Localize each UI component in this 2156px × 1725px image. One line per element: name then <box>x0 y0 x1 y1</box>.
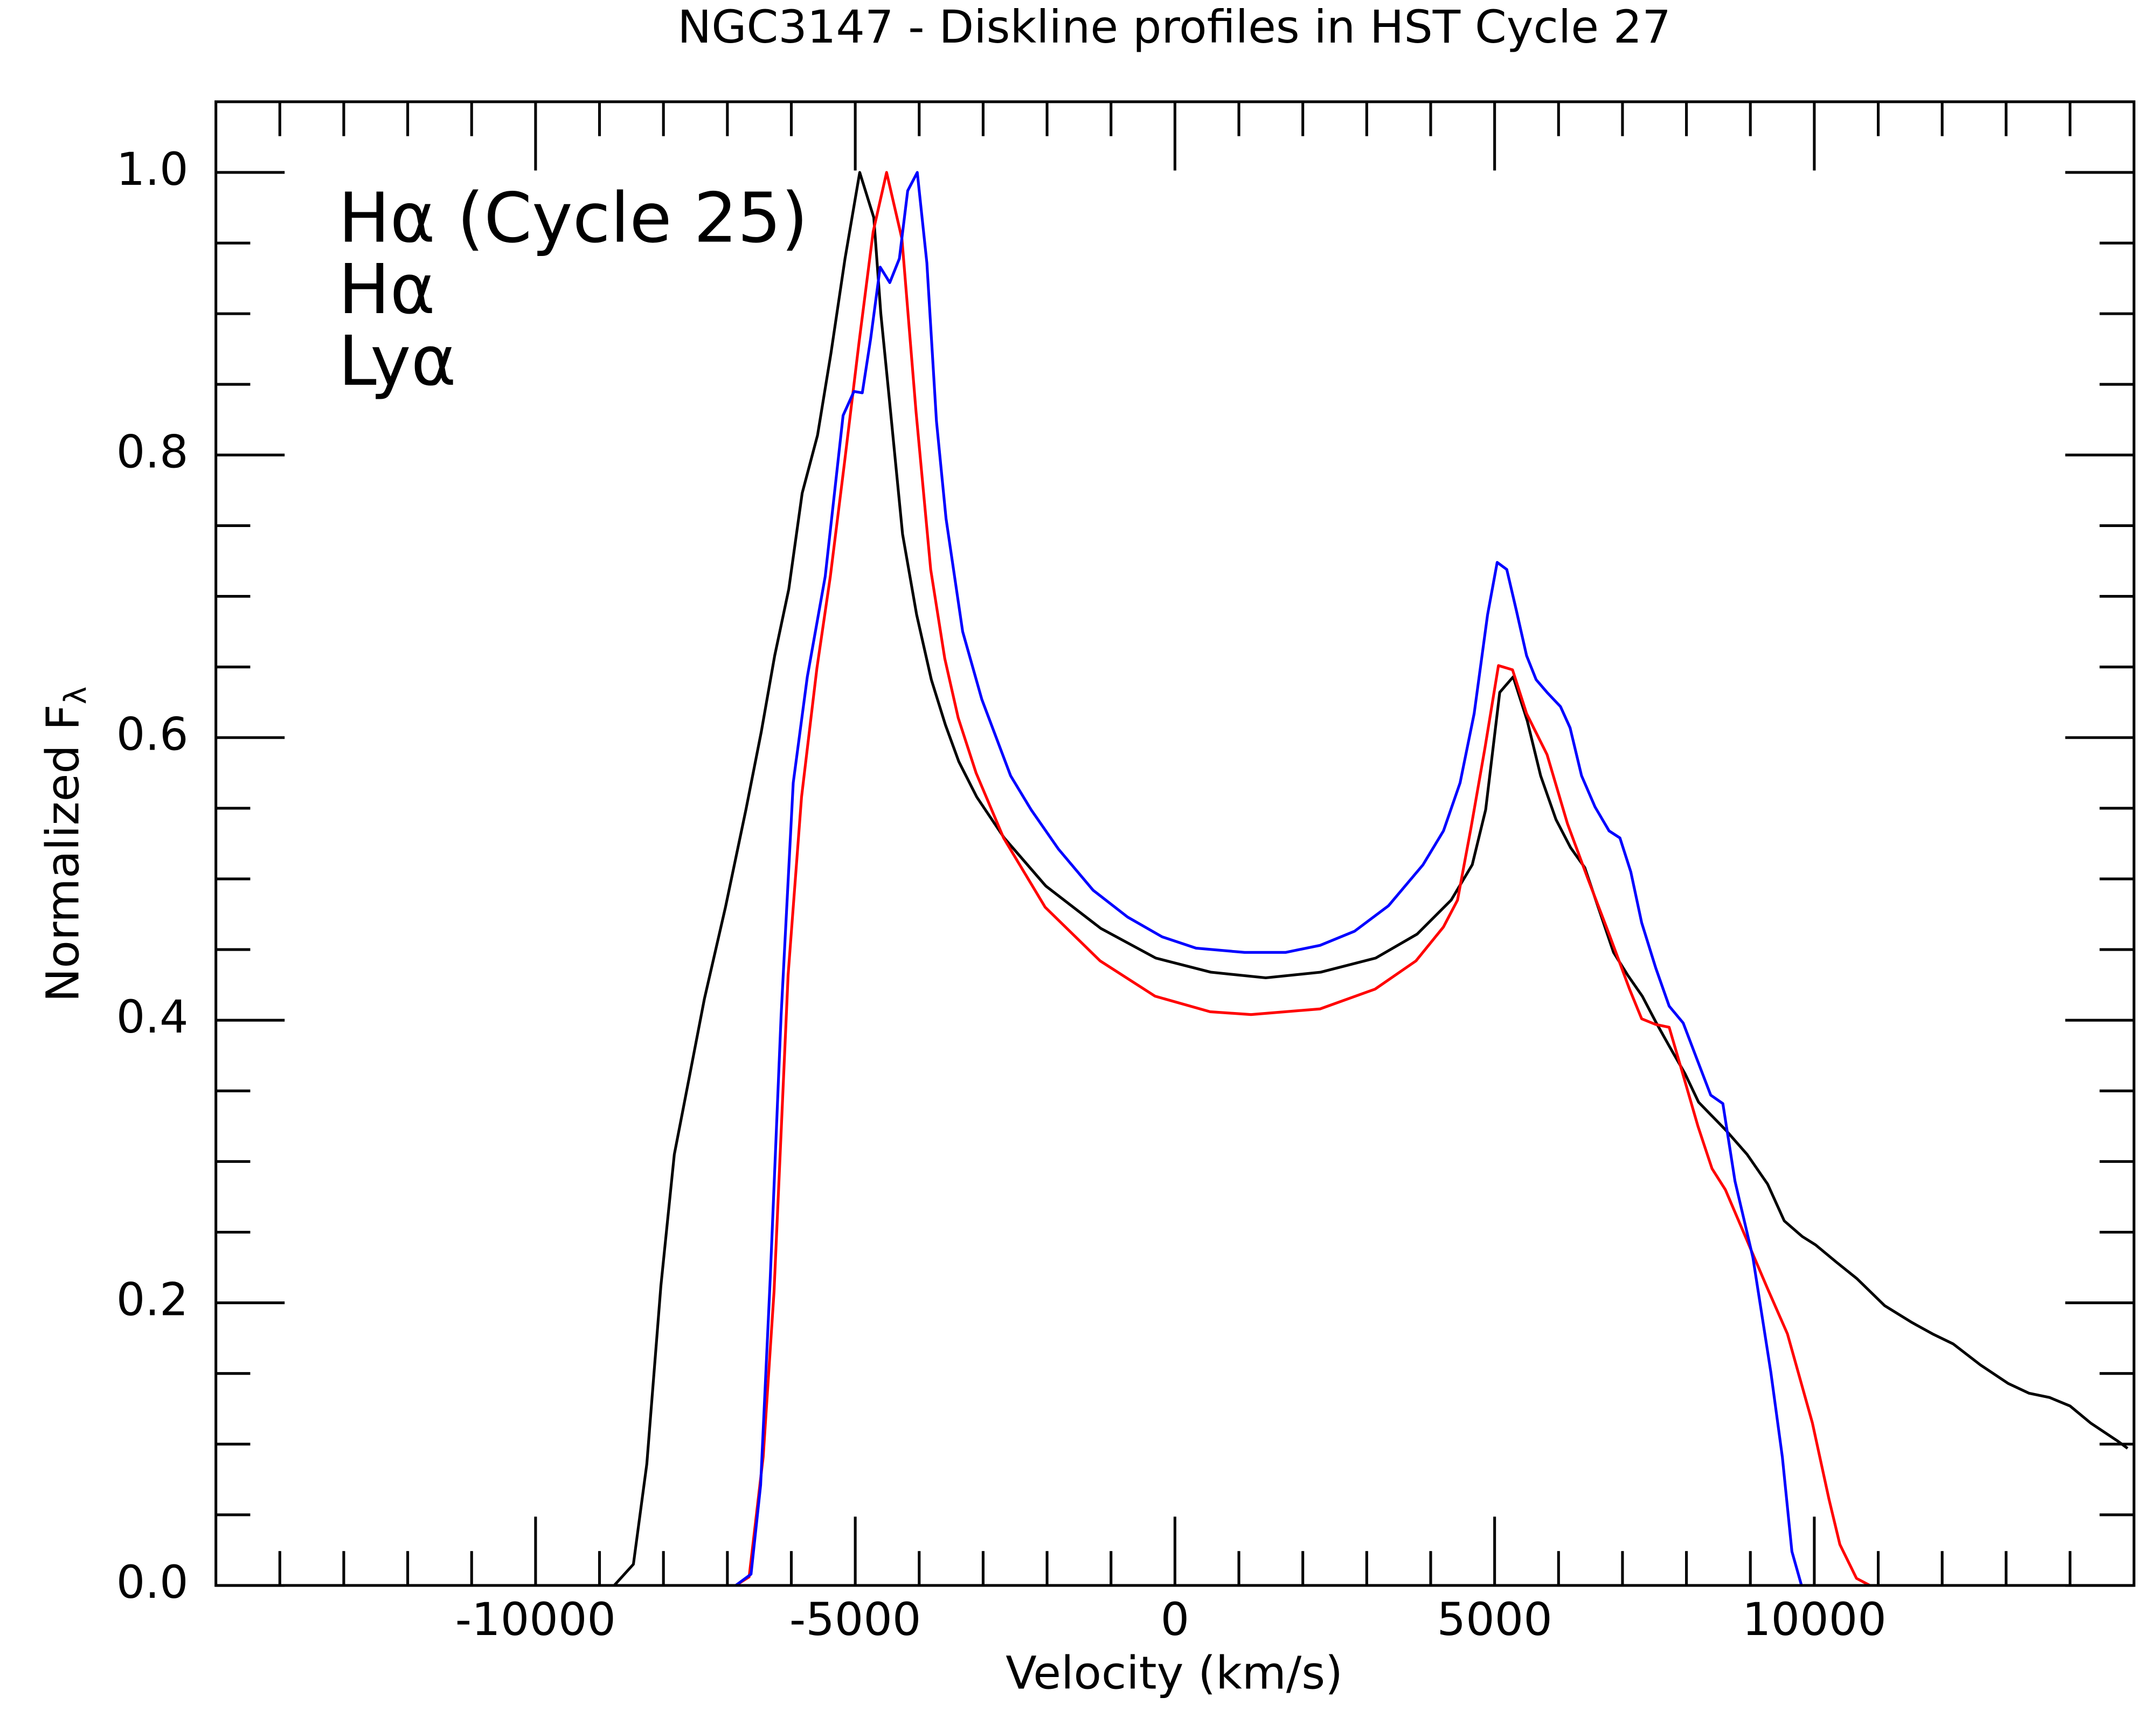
x-tick-label: 5000 <box>1437 1593 1552 1646</box>
plot-lines <box>613 171 2129 1586</box>
y-tick-label: 0.8 <box>116 425 189 478</box>
series-line <box>613 171 2129 1586</box>
y-tick-label: 0.4 <box>116 990 189 1043</box>
x-axis-label: Velocity (km/s) <box>1006 1646 1343 1699</box>
y-tick-label: 0.0 <box>116 1556 189 1609</box>
legend-entry: Lyα <box>338 322 456 401</box>
y-axis-label-subscript: λ <box>58 687 93 704</box>
x-tick-label: -5000 <box>789 1593 921 1646</box>
legend-entry: Hα <box>338 250 435 330</box>
y-tick-label: 0.6 <box>116 708 189 761</box>
x-tick-label: 10000 <box>1742 1593 1887 1646</box>
y-axis-label-text: Normalized F <box>36 704 89 1002</box>
y-tick-label: 1.0 <box>116 143 189 196</box>
y-tick-label: 0.2 <box>116 1273 189 1326</box>
plot-frame <box>214 100 2136 1587</box>
series-line <box>734 171 1871 1586</box>
legend-entry: Hα (Cycle 25) <box>338 179 808 259</box>
x-tick-label: -10000 <box>455 1593 616 1646</box>
x-tick-label: 0 <box>1161 1593 1190 1646</box>
chart-title: NGC3147 - Diskline profiles in HST Cycle… <box>677 1 1671 53</box>
y-axis-label: Normalized Fλ <box>36 687 93 1002</box>
series-line <box>734 171 1803 1586</box>
